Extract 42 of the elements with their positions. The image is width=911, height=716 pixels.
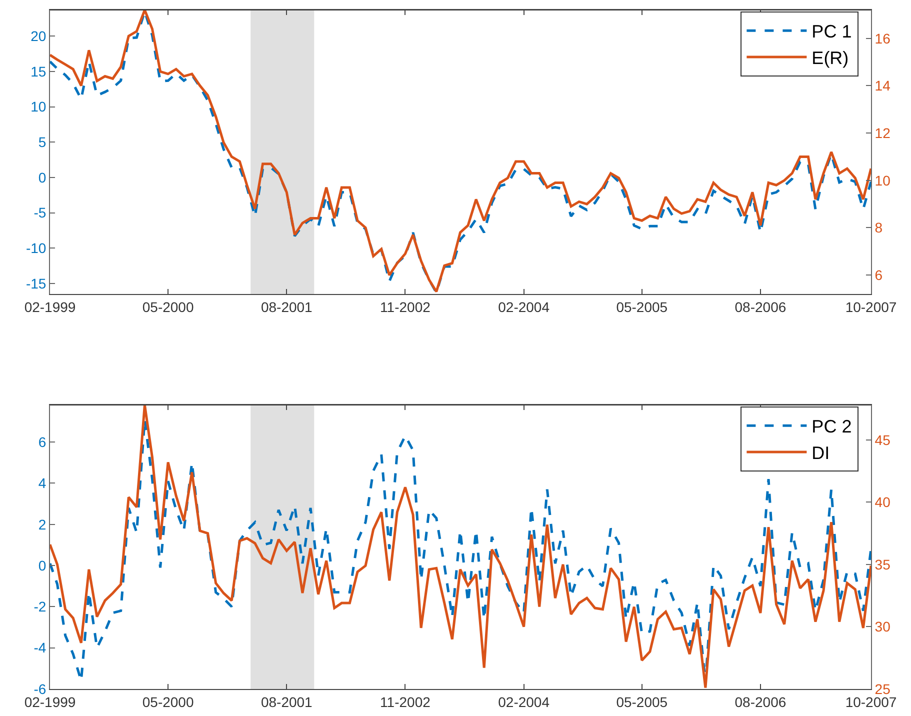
y2-tick-label: 40 <box>874 494 891 510</box>
x-tick-label: 02-2004 <box>498 694 550 710</box>
x-tick-label: 02-2004 <box>498 298 550 315</box>
y-tick-label: 20 <box>30 28 46 44</box>
y2-tick-label: 16 <box>874 30 891 46</box>
y-tick-label: -5 <box>34 204 46 221</box>
y2-tick-label: 8 <box>874 220 883 236</box>
y-tick-label: -10 <box>26 240 46 256</box>
x-tick-label: 11-2002 <box>380 298 431 315</box>
y2-tick-label: 12 <box>874 124 891 141</box>
y-tick-label: -15 <box>26 275 46 292</box>
x-tick-label: 08-2001 <box>260 694 313 710</box>
legend-label: PC 1 <box>812 22 852 42</box>
y2-tick-label: 14 <box>874 78 891 94</box>
x-tick-label: 05-2000 <box>142 694 194 710</box>
y-tick-label: 0 <box>38 169 46 186</box>
x-tick-label: 11-2002 <box>380 694 431 710</box>
y-tick-label: 6 <box>38 434 46 450</box>
y-tick-label: -2 <box>34 598 46 615</box>
y-tick-label: 0 <box>38 557 46 574</box>
y-tick-label: 5 <box>38 134 46 150</box>
y-tick-label: 2 <box>38 516 46 532</box>
legend-label: E(R) <box>812 48 849 68</box>
y-tick-label: -4 <box>34 640 46 656</box>
y-tick-label: 15 <box>30 63 46 80</box>
x-tick-label: 08-2006 <box>734 298 786 315</box>
legend-label: DI <box>812 443 830 464</box>
x-tick-label: 10-2007 <box>845 298 897 315</box>
x-tick-label: 08-2001 <box>260 298 313 315</box>
y-tick-label: 10 <box>30 98 46 115</box>
y2-tick-label: 45 <box>874 432 891 448</box>
legend-label: PC 2 <box>812 416 852 437</box>
y2-tick-label: 10 <box>874 172 891 188</box>
y2-tick-label: 6 <box>874 266 883 283</box>
y2-tick-label: 35 <box>874 556 891 572</box>
x-tick-label: 05-2005 <box>616 694 668 710</box>
x-tick-label: 08-2006 <box>734 694 786 710</box>
x-tick-label: 02-1999 <box>24 298 76 315</box>
x-tick-label: 05-2000 <box>142 298 194 315</box>
y-tick-label: 4 <box>38 475 46 492</box>
y2-tick-label: 30 <box>874 618 891 635</box>
x-tick-label: 05-2005 <box>616 298 668 315</box>
